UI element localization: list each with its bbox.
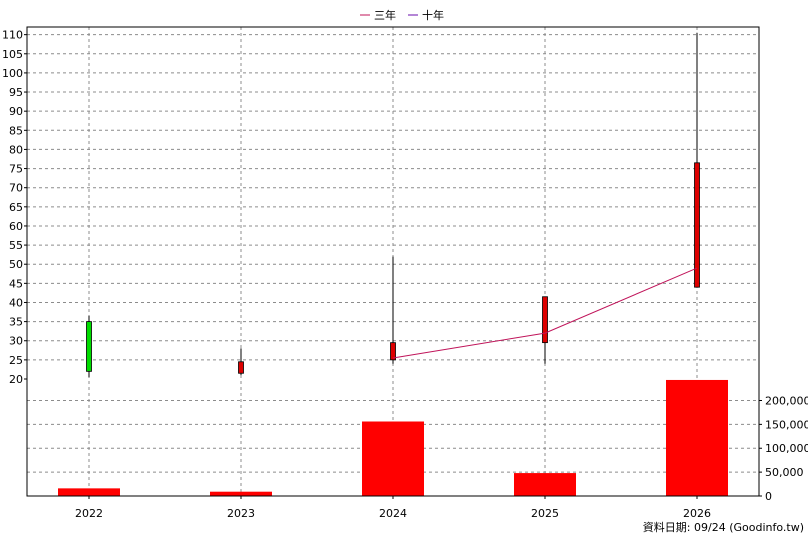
price-tick-label: 105 bbox=[2, 48, 23, 61]
price-tick-label: 95 bbox=[9, 86, 23, 99]
price-tick-label: 75 bbox=[9, 163, 23, 176]
footer-source: 資料日期: 09/24 (Goodinfo.tw) bbox=[643, 520, 804, 534]
candle-body-2024 bbox=[390, 342, 396, 361]
x-tick-label: 2024 bbox=[379, 507, 407, 520]
candle-body-2026 bbox=[694, 162, 700, 288]
volume-bar-2022 bbox=[58, 488, 120, 496]
price-tick-label: 60 bbox=[9, 220, 23, 233]
price-tick-label: 40 bbox=[9, 296, 23, 309]
volume-bar-2024 bbox=[362, 421, 424, 496]
price-tick-label: 85 bbox=[9, 124, 23, 137]
candle-body-2022 bbox=[86, 321, 92, 372]
volume-tick-label: 100,000 bbox=[765, 442, 808, 455]
legend-label-1: 三年 bbox=[374, 8, 396, 22]
axes: 2025303540455055606570758085909510010511… bbox=[2, 26, 808, 520]
price-tick-label: 65 bbox=[9, 201, 23, 214]
price-tick-label: 110 bbox=[2, 29, 23, 42]
volume-bars bbox=[58, 379, 728, 496]
price-tick-label: 55 bbox=[9, 239, 23, 252]
volume-tick-label: 200,000 bbox=[765, 394, 808, 407]
price-tick-label: 90 bbox=[9, 105, 23, 118]
price-tick-label: 30 bbox=[9, 335, 23, 348]
candle-body-2025 bbox=[542, 296, 548, 344]
candle-body-2023 bbox=[238, 361, 244, 374]
legend: 三年 十年 bbox=[360, 8, 444, 22]
volume-tick-label: 50,000 bbox=[765, 466, 804, 479]
candles bbox=[86, 32, 700, 378]
price-tick-label: 70 bbox=[9, 182, 23, 195]
volume-bar-2025 bbox=[514, 473, 576, 496]
volume-bar-2023 bbox=[210, 491, 272, 496]
price-tick-label: 100 bbox=[2, 67, 23, 80]
series-lines bbox=[392, 267, 698, 359]
volume-tick-label: 150,000 bbox=[765, 418, 808, 431]
price-tick-label: 80 bbox=[9, 143, 23, 156]
legend-label-2: 十年 bbox=[422, 8, 444, 22]
series-line bbox=[392, 267, 698, 359]
price-tick-label: 45 bbox=[9, 277, 23, 290]
price-tick-label: 50 bbox=[9, 258, 23, 271]
x-tick-label: 2026 bbox=[683, 507, 711, 520]
x-tick-label: 2022 bbox=[75, 507, 103, 520]
x-tick-label: 2025 bbox=[531, 507, 559, 520]
volume-tick-label: 0 bbox=[765, 490, 772, 503]
volume-bar-2026 bbox=[666, 379, 728, 496]
price-tick-label: 25 bbox=[9, 354, 23, 367]
x-tick-label: 2023 bbox=[227, 507, 255, 520]
price-tick-label: 35 bbox=[9, 316, 23, 329]
price-tick-label: 20 bbox=[9, 373, 23, 386]
